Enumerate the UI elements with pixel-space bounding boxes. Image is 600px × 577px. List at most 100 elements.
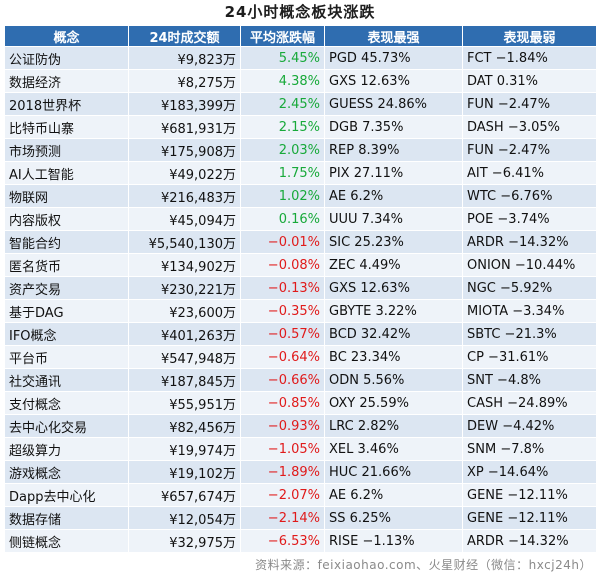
sector-name: 资产交易 bbox=[4, 276, 129, 300]
worst-performer-cell: XP −14.64% bbox=[462, 460, 597, 484]
change-cell: 2.15% bbox=[240, 115, 325, 139]
header-worst: 表现最弱 bbox=[462, 25, 597, 47]
best-performer-cell: PGD 45.73% bbox=[324, 46, 463, 70]
table-row: 智能合约 ¥5,540,130万 −0.01% SIC 25.23% ARDR −14.… bbox=[4, 230, 597, 254]
table-body: 公证防伪 ¥9,823万 5.45% PGD 45.73% FCT −1.84% 数据经济… bbox=[4, 46, 597, 553]
sector-name: 比特币山寨 bbox=[4, 115, 129, 139]
worst-performer-cell: DASH −3.05% bbox=[462, 115, 597, 139]
change-cell: −6.53% bbox=[240, 529, 325, 553]
sector-name: 2018世界杯 bbox=[4, 92, 129, 116]
table-row: IFO概念 ¥401,263万 −0.57% BCD 32.42% SBTC −21.3… bbox=[4, 322, 597, 346]
best-performer-cell: HUC 21.66% bbox=[324, 460, 463, 484]
table-row: Dapp去中心化 ¥657,674万 −2.07% AE 6.2% GENE −12.1… bbox=[4, 483, 597, 507]
sector-name: 基于DAG bbox=[4, 299, 129, 323]
change-cell: −0.66% bbox=[240, 368, 325, 392]
volume-cell: ¥9,823万 bbox=[128, 46, 241, 70]
change-cell: 2.03% bbox=[240, 138, 325, 162]
best-performer-cell: LRC 2.82% bbox=[324, 414, 463, 438]
volume-cell: ¥49,022万 bbox=[128, 161, 241, 185]
change-cell: 1.75% bbox=[240, 161, 325, 185]
sector-name: 市场预测 bbox=[4, 138, 129, 162]
volume-cell: ¥45,094万 bbox=[128, 207, 241, 231]
best-performer-cell: ODN 5.56% bbox=[324, 368, 463, 392]
sector-name: 支付概念 bbox=[4, 391, 129, 415]
best-performer-cell: BC 23.34% bbox=[324, 345, 463, 369]
source-note: 资料来源：feixiaohao.com、火星财经（微信：hxcj24h） bbox=[255, 558, 592, 572]
best-performer-cell: ZEC 4.49% bbox=[324, 253, 463, 277]
table-row: 平台币 ¥547,948万 −0.64% BC 23.34% CP −31.61% bbox=[4, 345, 597, 369]
sector-name: 平台币 bbox=[4, 345, 129, 369]
change-cell: −0.35% bbox=[240, 299, 325, 323]
best-performer-cell: SIC 25.23% bbox=[324, 230, 463, 254]
table-row: 市场预测 ¥175,908万 2.03% REP 8.39% FUN −2.47% bbox=[4, 138, 597, 162]
best-performer-cell: PIX 27.11% bbox=[324, 161, 463, 185]
change-cell: −0.01% bbox=[240, 230, 325, 254]
table-row: 内容版权 ¥45,094万 0.16% UUU 7.34% POE −3.74% bbox=[4, 207, 597, 231]
volume-cell: ¥175,908万 bbox=[128, 138, 241, 162]
change-cell: −1.89% bbox=[240, 460, 325, 484]
change-cell: −0.08% bbox=[240, 253, 325, 277]
change-cell: −0.93% bbox=[240, 414, 325, 438]
best-performer-cell: BCD 32.42% bbox=[324, 322, 463, 346]
worst-performer-cell: NGC −5.92% bbox=[462, 276, 597, 300]
header-change: 平均涨跌幅 bbox=[240, 25, 325, 47]
volume-cell: ¥230,221万 bbox=[128, 276, 241, 300]
sector-name: 公证防伪 bbox=[4, 46, 129, 70]
worst-performer-cell: ARDR −14.32% bbox=[462, 529, 597, 553]
best-performer-cell: OXY 25.59% bbox=[324, 391, 463, 415]
worst-performer-cell: ARDR −14.32% bbox=[462, 230, 597, 254]
sector-name: 游戏概念 bbox=[4, 460, 129, 484]
worst-performer-cell: FUN −2.47% bbox=[462, 138, 597, 162]
best-performer-cell: XEL 3.46% bbox=[324, 437, 463, 461]
table-row: 数据存储 ¥12,054万 −2.14% SS 6.25% GENE −12.11% bbox=[4, 506, 597, 530]
worst-performer-cell: POE −3.74% bbox=[462, 207, 597, 231]
table-row: 基于DAG ¥23,600万 −0.35% GBYTE 3.22% MIOTA −3.3… bbox=[4, 299, 597, 323]
volume-cell: ¥5,540,130万 bbox=[128, 230, 241, 254]
header-best: 表现最强 bbox=[324, 25, 463, 47]
best-performer-cell: GBYTE 3.22% bbox=[324, 299, 463, 323]
best-performer-cell: UUU 7.34% bbox=[324, 207, 463, 231]
worst-performer-cell: AIT −6.41% bbox=[462, 161, 597, 185]
table-header-row: 概念 24时成交额 平均涨跌幅 表现最强 表现最弱 bbox=[4, 25, 597, 47]
change-cell: 1.02% bbox=[240, 184, 325, 208]
volume-cell: ¥55,951万 bbox=[128, 391, 241, 415]
volume-cell: ¥216,483万 bbox=[128, 184, 241, 208]
volume-cell: ¥19,974万 bbox=[128, 437, 241, 461]
table-row: 物联网 ¥216,483万 1.02% AE 6.2% WTC −6.76% bbox=[4, 184, 597, 208]
header-name: 概念 bbox=[4, 25, 129, 47]
worst-performer-cell: SNM −7.8% bbox=[462, 437, 597, 461]
worst-performer-cell: CP −31.61% bbox=[462, 345, 597, 369]
sector-name: 超级算力 bbox=[4, 437, 129, 461]
table-row: 侧链概念 ¥32,975万 −6.53% RISE −1.13% ARDR −14.32… bbox=[4, 529, 597, 553]
header-volume: 24时成交额 bbox=[128, 25, 241, 47]
best-performer-cell: GXS 12.63% bbox=[324, 69, 463, 93]
volume-cell: ¥183,399万 bbox=[128, 92, 241, 116]
sector-name: 侧链概念 bbox=[4, 529, 129, 553]
worst-performer-cell: MIOTA −3.34% bbox=[462, 299, 597, 323]
volume-cell: ¥657,674万 bbox=[128, 483, 241, 507]
change-cell: −2.07% bbox=[240, 483, 325, 507]
table-row: 资产交易 ¥230,221万 −0.13% GXS 12.63% NGC −5.92% bbox=[4, 276, 597, 300]
worst-performer-cell: FCT −1.84% bbox=[462, 46, 597, 70]
change-cell: −1.05% bbox=[240, 437, 325, 461]
volume-cell: ¥12,054万 bbox=[128, 506, 241, 530]
table-row: 数据经济 ¥8,275万 4.38% GXS 12.63% DAT 0.31% bbox=[4, 69, 597, 93]
change-cell: 0.16% bbox=[240, 207, 325, 231]
worst-performer-cell: SNT −4.8% bbox=[462, 368, 597, 392]
sector-name: 物联网 bbox=[4, 184, 129, 208]
table-row: 社交通讯 ¥187,845万 −0.66% ODN 5.56% SNT −4.8% bbox=[4, 368, 597, 392]
table-row: 匿名货币 ¥134,902万 −0.08% ZEC 4.49% ONION −10.44… bbox=[4, 253, 597, 277]
volume-cell: ¥23,600万 bbox=[128, 299, 241, 323]
sector-name: 社交通讯 bbox=[4, 368, 129, 392]
change-cell: −2.14% bbox=[240, 506, 325, 530]
best-performer-cell: SS 6.25% bbox=[324, 506, 463, 530]
best-performer-cell: GUESS 24.86% bbox=[324, 92, 463, 116]
best-performer-cell: DGB 7.35% bbox=[324, 115, 463, 139]
worst-performer-cell: ONION −10.44% bbox=[462, 253, 597, 277]
best-performer-cell: GXS 12.63% bbox=[324, 276, 463, 300]
table-row: 超级算力 ¥19,974万 −1.05% XEL 3.46% SNM −7.8% bbox=[4, 437, 597, 461]
volume-cell: ¥8,275万 bbox=[128, 69, 241, 93]
volume-cell: ¥681,931万 bbox=[128, 115, 241, 139]
worst-performer-cell: GENE −12.11% bbox=[462, 483, 597, 507]
